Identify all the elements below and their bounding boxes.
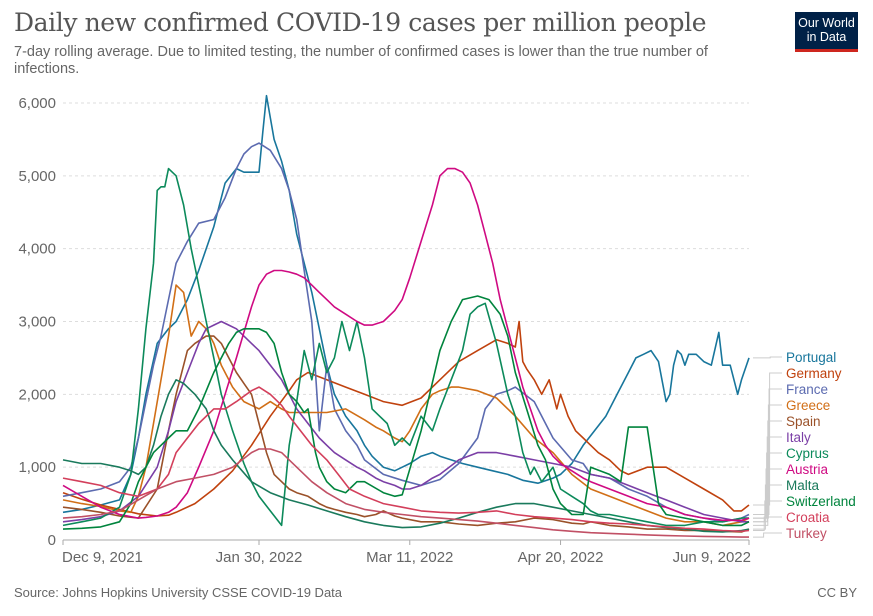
series-line-italy[interactable] bbox=[62, 320, 749, 523]
logo-line-2: in Data bbox=[806, 30, 847, 44]
legend-connector bbox=[753, 468, 782, 519]
series-line-germany[interactable] bbox=[62, 320, 750, 517]
legend-label-malta[interactable]: Malta bbox=[786, 478, 820, 493]
y-tick-label: 2,000 bbox=[18, 386, 56, 403]
series-line-malta[interactable] bbox=[62, 378, 750, 533]
legend-label-spain[interactable]: Spain bbox=[786, 414, 821, 429]
legend-label-portugal[interactable]: Portugal bbox=[786, 350, 836, 365]
y-tick-label: 0 bbox=[48, 532, 56, 549]
legend-label-cyprus[interactable]: Cyprus bbox=[786, 446, 829, 461]
gridlines bbox=[63, 102, 749, 468]
legend-connector bbox=[753, 372, 782, 506]
y-tick-label: 6,000 bbox=[18, 95, 56, 112]
legend-label-austria[interactable]: Austria bbox=[786, 462, 829, 477]
series-line-cyprus[interactable] bbox=[62, 167, 749, 527]
license-link[interactable]: CC BY bbox=[817, 585, 857, 600]
logo-accent-bar bbox=[795, 49, 858, 52]
x-tick-label: Mar 11, 2022 bbox=[366, 549, 453, 566]
x-tick-label: Apr 20, 2022 bbox=[518, 549, 604, 566]
y-tick-label: 3,000 bbox=[18, 314, 56, 331]
chart-title: Daily new confirmed COVID-19 cases per m… bbox=[14, 8, 707, 37]
legend-label-croatia[interactable]: Croatia bbox=[786, 510, 830, 525]
legend-connector bbox=[753, 500, 782, 523]
y-tick-label: 4,000 bbox=[18, 241, 56, 258]
source-note[interactable]: Source: Johns Hopkins University CSSE CO… bbox=[14, 585, 343, 600]
y-tick-label: 5,000 bbox=[18, 168, 56, 185]
legend-connector bbox=[753, 484, 782, 530]
series-line-croatia[interactable] bbox=[62, 386, 750, 533]
y-tick-label: 1,000 bbox=[18, 459, 56, 476]
series-line-turkey[interactable] bbox=[62, 448, 749, 538]
x-tick-label: Jun 9, 2022 bbox=[673, 549, 751, 566]
x-tick-label: Dec 9, 2021 bbox=[62, 549, 143, 566]
legend-connector bbox=[753, 436, 782, 523]
legend-label-greece[interactable]: Greece bbox=[786, 398, 830, 413]
legend-label-france[interactable]: France bbox=[786, 382, 828, 397]
legend-connector bbox=[753, 356, 782, 359]
x-axis: Dec 9, 2021 Jan 30, 2022 Mar 11, 2022 Apr 2… bbox=[62, 539, 751, 566]
legend-label-turkey[interactable]: Turkey bbox=[786, 526, 827, 541]
legend-label-switzerland[interactable]: Switzerland bbox=[786, 494, 856, 509]
chart-subtitle: 7-day rolling average. Due to limited te… bbox=[14, 44, 708, 77]
legend-connector bbox=[753, 532, 782, 538]
owid-logo[interactable]: Our World in Data bbox=[795, 12, 858, 52]
series-line-austria[interactable] bbox=[62, 167, 750, 522]
legend-connector bbox=[753, 420, 782, 526]
series-line-greece[interactable] bbox=[62, 284, 750, 527]
legend-label-italy[interactable]: Italy bbox=[786, 430, 811, 445]
legend-connector bbox=[753, 516, 782, 531]
series-line-portugal[interactable] bbox=[62, 94, 750, 514]
series-lines bbox=[62, 94, 750, 538]
y-axis: 0 1,000 2,000 3,000 4,000 5,000 6,000 bbox=[18, 95, 56, 549]
x-tick-label: Jan 30, 2022 bbox=[216, 549, 303, 566]
legend: PortugalGermanyFranceGreeceSpainItalyCyp… bbox=[753, 350, 856, 541]
legend-label-germany[interactable]: Germany bbox=[786, 366, 842, 381]
logo-line-1: Our World bbox=[798, 16, 855, 30]
series-line-switzerland[interactable] bbox=[62, 295, 750, 530]
legend-connector bbox=[753, 388, 782, 515]
